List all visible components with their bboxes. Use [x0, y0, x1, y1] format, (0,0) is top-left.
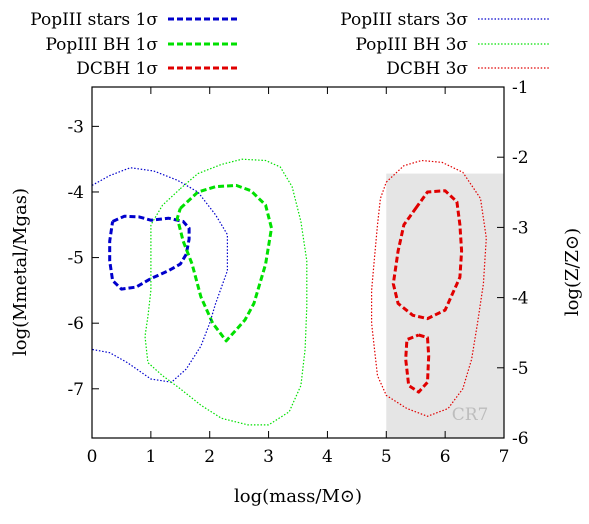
x-axis-label: log(mass/M⊙) [234, 486, 362, 507]
x-tick-label: 6 [440, 447, 451, 467]
x-tick-label: 7 [499, 447, 510, 467]
x-tick-label: 1 [145, 447, 156, 467]
cr7-label: CR7 [452, 405, 489, 425]
legend-right-label-2: DCBH 3σ [386, 59, 468, 79]
x-tick-label: 0 [87, 447, 98, 467]
legend-right-label-0: PopIII stars 3σ [340, 10, 468, 30]
legend-left-label-1: PopIII BH 1σ [45, 35, 158, 55]
y-tick-label-right: -5 [512, 359, 529, 379]
y-tick-label-right: -6 [512, 429, 529, 449]
curve-layer [91, 158, 487, 426]
x-tick-label: 2 [204, 447, 215, 467]
y-tick-label-left: -3 [67, 117, 84, 137]
cr7-shaded-region [386, 173, 504, 438]
x-tick-label: 3 [263, 447, 274, 467]
contour-0 [108, 214, 191, 291]
y-tick-label-left: -5 [67, 249, 84, 269]
x-tick-label: 4 [322, 447, 333, 467]
contour-3 [404, 333, 431, 394]
contour-6 [371, 159, 487, 417]
plot-frame [91, 86, 505, 439]
y-tick-label-left: -6 [67, 314, 84, 334]
y-tick-label-left: -4 [67, 183, 84, 203]
y-tick-label-right: -3 [512, 218, 529, 238]
y-tick-label-right: -4 [512, 289, 529, 309]
tick-layer: 0 1 2 3 4 5 6 7 -3 -4 -5 -6 -7 -1 -2 -3 -4 -5 -6 [67, 78, 528, 467]
y-tick-label-right: -1 [512, 78, 529, 98]
contour-1 [175, 183, 273, 343]
legend-layer: PopIII stars 1σ PopIII BH 1σ DCBH 1σ PopIII… [30, 10, 549, 79]
shade-layer [386, 173, 504, 438]
contour-2 [391, 189, 464, 321]
y-tick-label-right: -2 [512, 148, 529, 168]
y-axis-label-left: log(Mmetal/Mgas) [10, 188, 31, 356]
contour-5 [144, 158, 308, 426]
y-tick-label-left: -7 [67, 380, 84, 400]
x-tick-label: 5 [381, 447, 392, 467]
legend-right-label-1: PopIII BH 3σ [355, 35, 468, 55]
legend-left-label-0: PopIII stars 1σ [30, 10, 158, 30]
legend-left-label-2: DCBH 1σ [76, 59, 158, 79]
y-axis-label-right: log(Z/Z⊙) [562, 228, 583, 316]
